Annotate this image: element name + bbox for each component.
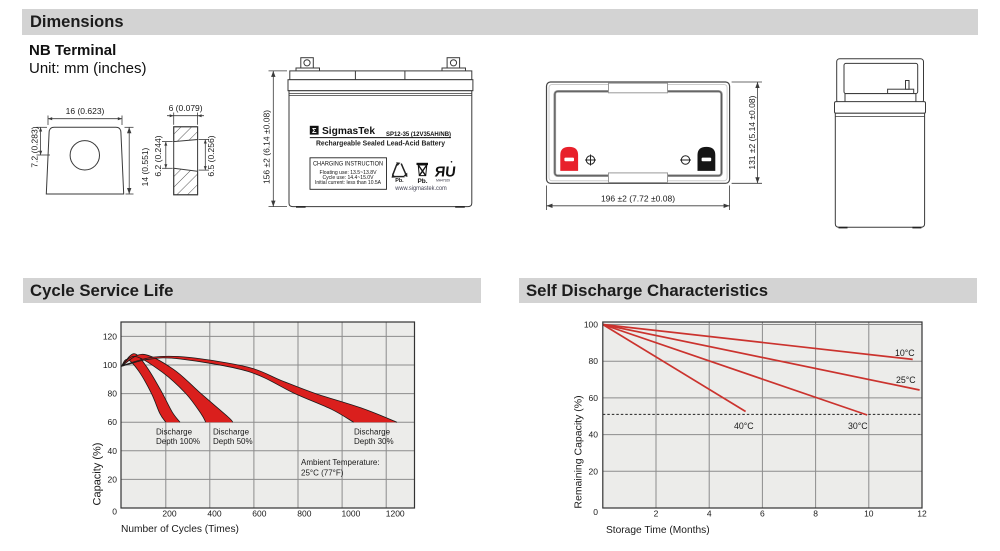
svg-text:8: 8: [813, 509, 818, 519]
svg-text:20: 20: [108, 474, 118, 484]
svg-text:6.2 (0.244): 6.2 (0.244): [153, 135, 163, 176]
svg-text:60: 60: [589, 393, 599, 403]
svg-text:60: 60: [108, 417, 118, 427]
svg-text:SP12-35 (12V35AH/NB): SP12-35 (12V35AH/NB): [386, 131, 451, 138]
svg-text:25°C: 25°C: [896, 375, 916, 385]
svg-text:Remaining Capacity (%): Remaining Capacity (%): [573, 395, 585, 508]
svg-text:40: 40: [108, 446, 118, 456]
svg-text:Ambient Temperature:: Ambient Temperature:: [301, 458, 380, 467]
svg-text:100: 100: [103, 360, 117, 370]
svg-text:0: 0: [112, 507, 117, 517]
svg-text:80: 80: [589, 356, 599, 366]
svg-text:40°C: 40°C: [734, 421, 754, 431]
svg-text:10: 10: [864, 509, 874, 519]
svg-text:80: 80: [108, 389, 118, 399]
svg-text:www.sigmastek.com: www.sigmastek.com: [394, 185, 446, 192]
svg-text:Depth 30%: Depth 30%: [354, 437, 394, 446]
svg-text:1200: 1200: [386, 509, 405, 519]
svg-text:Σ: Σ: [312, 126, 317, 135]
svg-text:800: 800: [297, 509, 311, 519]
svg-text:120: 120: [103, 331, 117, 341]
svg-text:Initial current: less than 10.: Initial current: less than 10.5A: [315, 180, 381, 186]
svg-text:12: 12: [917, 509, 927, 519]
svg-text:196 ±2 (7.72 ±0.08): 196 ±2 (7.72 ±0.08): [601, 194, 675, 204]
svg-text:14 (0.551): 14 (0.551): [140, 147, 150, 186]
svg-text:7.2 (0.283): 7.2 (0.283): [30, 126, 40, 167]
svg-text:Number of Cycles (Times): Number of Cycles (Times): [121, 524, 239, 535]
svg-text:Pb.: Pb.: [417, 178, 427, 185]
svg-text:ЯU: ЯU: [434, 165, 457, 181]
svg-text:Cycle use: 14.4~15.0V: Cycle use: 14.4~15.0V: [323, 175, 374, 181]
svg-text:CHARGING INSTRUCTION: CHARGING INSTRUCTION: [313, 160, 383, 167]
svg-text:200: 200: [162, 509, 176, 519]
svg-text:6 (0.079): 6 (0.079): [169, 103, 203, 113]
svg-text:1000: 1000: [341, 509, 360, 519]
svg-text:100: 100: [584, 320, 598, 330]
svg-text:600: 600: [252, 509, 266, 519]
svg-text:25°C (77°F): 25°C (77°F): [301, 469, 344, 478]
svg-text:Discharge: Discharge: [213, 428, 250, 437]
svg-text:30°C: 30°C: [848, 421, 868, 431]
svg-text:4: 4: [707, 509, 712, 519]
svg-text:Depth 50%: Depth 50%: [213, 437, 253, 446]
svg-text:Depth 100%: Depth 100%: [156, 437, 200, 446]
svg-text:Capacity (%): Capacity (%): [92, 443, 104, 506]
svg-text:40: 40: [589, 430, 599, 440]
svg-text:0: 0: [593, 507, 598, 517]
svg-text:156 ±2 (6.14 ±0.08): 156 ±2 (6.14 ±0.08): [262, 110, 272, 184]
svg-text:131 ±2 (5.14 ±0.08): 131 ±2 (5.14 ±0.08): [747, 95, 757, 169]
svg-text:MH47929: MH47929: [436, 179, 450, 183]
svg-text:Pb.: Pb.: [395, 178, 404, 184]
svg-text:Discharge: Discharge: [354, 428, 391, 437]
svg-text:Floating use: 13.5~13.8V: Floating use: 13.5~13.8V: [320, 170, 377, 176]
svg-text:Rechargeable Sealed Lead-Acid: Rechargeable Sealed Lead-Acid Battery: [316, 139, 445, 148]
svg-text:6: 6: [760, 509, 765, 519]
svg-text:400: 400: [207, 509, 221, 519]
svg-text:Storage Time (Months): Storage Time (Months): [606, 525, 710, 536]
svg-text:Discharge: Discharge: [156, 428, 193, 437]
svg-text:SigmasTek: SigmasTek: [322, 125, 375, 137]
svg-text:10°C: 10°C: [895, 348, 915, 358]
svg-text:20: 20: [589, 466, 599, 476]
svg-text:16 (0.623): 16 (0.623): [66, 106, 105, 116]
svg-text:6.5 (0.256): 6.5 (0.256): [206, 135, 216, 176]
svg-text:2: 2: [654, 509, 659, 519]
